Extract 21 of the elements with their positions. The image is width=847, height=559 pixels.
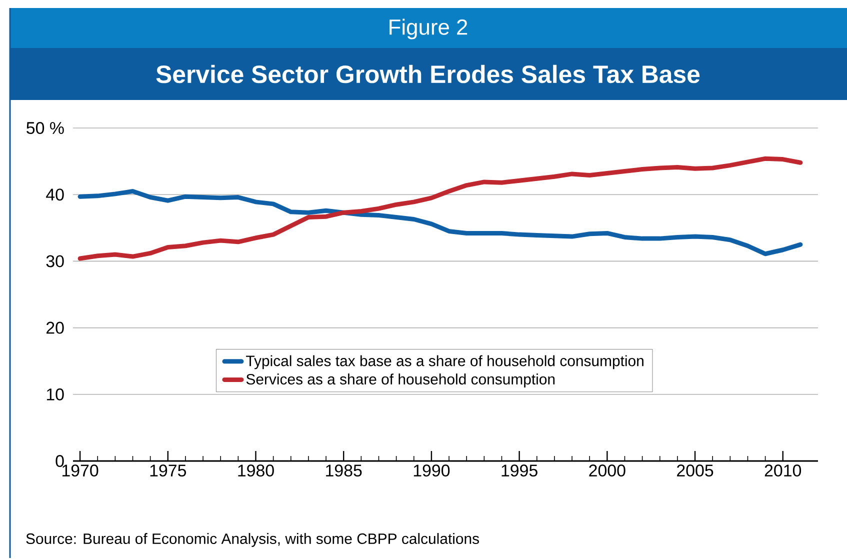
y-tick-label: 20 <box>46 322 64 334</box>
legend-label: Typical sales tax base as a share of household consumption <box>246 355 644 370</box>
legend-label: Services as a share of household consumption <box>246 374 555 388</box>
y-tick-label: 40 <box>46 188 64 201</box>
chart-subtitle: Figure 2 <box>390 18 468 40</box>
x-tick-label: 1985 <box>326 464 362 477</box>
x-tick-label: 1970 <box>62 464 98 477</box>
y-tick-label: 30 <box>46 255 64 268</box>
line-series <box>78 156 803 261</box>
x-tick-label: 1980 <box>238 464 274 477</box>
y-tick-label: 50 % <box>26 122 64 134</box>
x-tick-label: 2005 <box>677 464 714 477</box>
y-tick-label: 0 <box>56 455 64 468</box>
x-tick-label: 2010 <box>764 464 802 477</box>
y-tick-label: 10 <box>46 388 64 401</box>
x-tick-label: 1975 <box>150 464 186 477</box>
x-tick-label: 1990 <box>414 464 450 477</box>
source-note: Source: Bureau of Economic Analysis, with some CBPP calculations <box>26 533 479 548</box>
x-tick-label: 2000 <box>589 464 626 477</box>
x-tick-label: 1995 <box>502 464 538 477</box>
chart-title: Service Sector Growth Erodes Sales Tax Base <box>156 64 700 84</box>
